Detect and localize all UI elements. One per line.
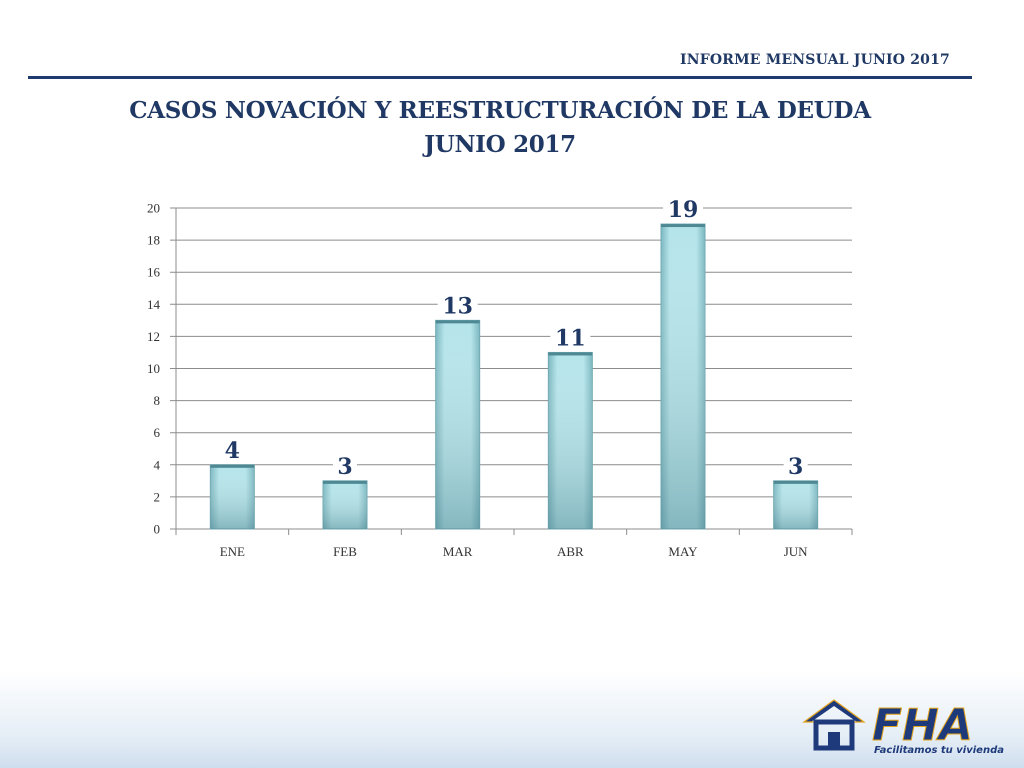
y-tick-label: 0 bbox=[154, 522, 161, 537]
house-icon bbox=[802, 699, 866, 751]
bar bbox=[547, 351, 593, 530]
data-label: 11 bbox=[555, 325, 586, 351]
data-label: 4 bbox=[225, 438, 240, 464]
y-tick-label: 12 bbox=[147, 329, 160, 344]
bar bbox=[209, 464, 255, 530]
data-label: 3 bbox=[337, 454, 352, 480]
data-label-bg bbox=[663, 196, 703, 223]
x-tick-label: MAY bbox=[668, 544, 698, 559]
y-tick-label: 14 bbox=[147, 297, 161, 312]
x-tick-label: MAR bbox=[443, 544, 473, 559]
bar bbox=[322, 480, 368, 530]
y-tick-label: 20 bbox=[147, 201, 160, 216]
data-label-bg bbox=[333, 452, 357, 479]
gridlines bbox=[170, 207, 852, 530]
y-tick-label: 16 bbox=[147, 265, 161, 280]
fha-logo: FHA Facilitamos tu vivienda bbox=[802, 699, 1004, 756]
y-tick-label: 8 bbox=[154, 393, 161, 408]
data-label: 13 bbox=[442, 293, 473, 319]
x-axis: ENE FEB MAR ABR MAY JUN bbox=[175, 529, 853, 559]
bar bbox=[773, 480, 819, 530]
bar bbox=[435, 319, 481, 530]
header-rule bbox=[28, 76, 972, 79]
y-tick-label: 6 bbox=[154, 425, 161, 440]
x-tick-label: JUN bbox=[784, 544, 808, 559]
data-label: 3 bbox=[788, 454, 803, 480]
data-label-bg bbox=[437, 292, 478, 319]
y-tick-label: 18 bbox=[147, 233, 160, 248]
x-tick-label: FEB bbox=[333, 544, 357, 559]
data-label-bg bbox=[783, 452, 808, 479]
logo-tagline: Facilitamos tu vivienda bbox=[874, 745, 1004, 756]
bar-chart: 0 2 4 6 8 10 12 14 16 18 20 4 3 13 11 19 3 ENE FEB MAR ABR… bbox=[147, 196, 853, 559]
x-tick-label: ABR bbox=[557, 544, 584, 559]
bar bbox=[660, 223, 706, 530]
data-label-bg bbox=[550, 324, 591, 351]
y-tick-label: 4 bbox=[154, 457, 161, 472]
y-axis: 0 2 4 6 8 10 12 14 16 18 20 bbox=[147, 201, 177, 537]
bars bbox=[209, 223, 819, 530]
data-label-bg bbox=[220, 436, 245, 463]
chart-title-line2: JUNIO 2017 bbox=[424, 131, 576, 158]
data-label: 19 bbox=[668, 197, 699, 223]
y-tick-label: 10 bbox=[147, 361, 160, 376]
y-tick-label: 2 bbox=[154, 489, 161, 504]
data-labels: 4 3 13 11 19 3 bbox=[220, 196, 808, 480]
x-tick-label: ENE bbox=[220, 544, 245, 559]
logo-wordmark: FHA bbox=[872, 700, 973, 751]
chart-title-line1: CASOS NOVACIÓN Y REESTRUCTURACIÓN DE LA … bbox=[129, 97, 871, 124]
report-header-label: INFORME MENSUAL JUNIO 2017 bbox=[679, 52, 950, 68]
